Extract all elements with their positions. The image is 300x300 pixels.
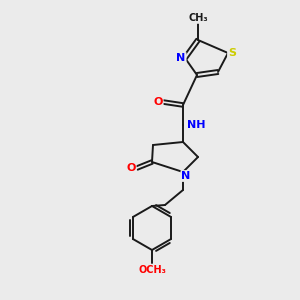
Text: O: O (126, 163, 136, 173)
Text: N: N (176, 53, 186, 63)
Text: S: S (228, 48, 236, 58)
Text: NH: NH (187, 120, 205, 130)
Text: CH₃: CH₃ (188, 13, 208, 23)
Text: O: O (153, 97, 163, 107)
Text: OCH₃: OCH₃ (138, 265, 166, 275)
Text: N: N (182, 171, 190, 181)
